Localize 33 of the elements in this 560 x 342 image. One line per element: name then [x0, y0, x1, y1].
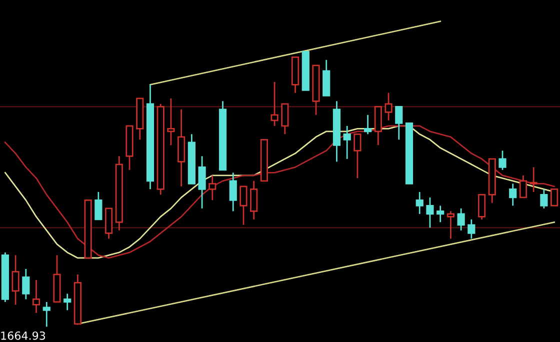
candlestick [229, 172, 237, 212]
candlestick [519, 174, 528, 198]
candlestick [457, 208, 465, 232]
candlestick [395, 106, 403, 140]
candlestick [167, 98, 175, 146]
candlestick [32, 279, 40, 314]
candlestick [343, 125, 351, 160]
candlestick [64, 293, 72, 311]
candlestick [270, 81, 278, 127]
candlestick [384, 92, 392, 122]
candlestick [498, 150, 506, 171]
candlestick [478, 194, 486, 220]
candlestick [530, 166, 538, 193]
candlestick [509, 182, 517, 206]
candlestick [250, 180, 258, 220]
candlestick [240, 186, 248, 226]
candlestick [550, 188, 558, 206]
candlestick [42, 301, 50, 328]
candlestick [198, 155, 206, 210]
candlestick [540, 188, 548, 210]
text: 1664.93 [1, 331, 46, 340]
candlestick [416, 191, 424, 215]
candlestick [12, 254, 20, 306]
candlestick [468, 218, 476, 240]
candlestick [446, 210, 454, 240]
candlestick [436, 204, 444, 223]
candlestick [364, 114, 372, 135]
candlestick [208, 174, 216, 201]
candlestick [22, 268, 30, 300]
candlestick [94, 191, 102, 220]
candlestick [426, 196, 434, 228]
candlestick [281, 103, 289, 135]
candlestick [354, 133, 362, 179]
